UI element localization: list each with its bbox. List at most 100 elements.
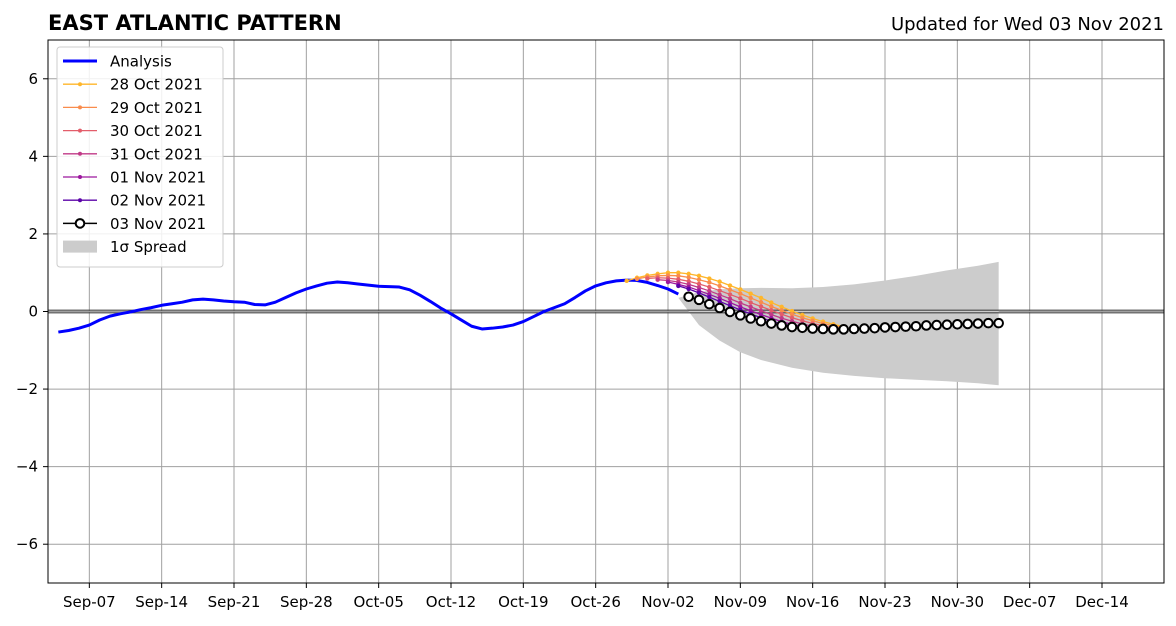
y-tick-label: −6 <box>16 535 38 553</box>
spread-band <box>678 261 999 386</box>
forecast-point <box>807 323 818 334</box>
forecast-point <box>707 294 712 300</box>
legend-item: 03 Nov 2021 <box>63 215 206 233</box>
forecast-point <box>848 323 860 335</box>
forecast-point <box>758 295 764 301</box>
forecast-point <box>696 290 702 296</box>
legend-label: 29 Oct 2021 <box>110 99 203 117</box>
spread-layer <box>678 261 999 386</box>
forecast-point <box>748 295 753 301</box>
legend-item: 02 Nov 2021 <box>63 192 206 210</box>
forecast-series <box>683 291 1004 335</box>
forecast-point <box>921 320 932 331</box>
x-tick-label: Oct-26 <box>570 593 620 611</box>
x-tick-label: Nov-23 <box>858 593 911 611</box>
forecast-point <box>727 296 733 301</box>
legend-label: 1σ Spread <box>110 238 187 256</box>
forecast-point <box>707 276 712 281</box>
x-tick-label: Sep-07 <box>63 593 116 611</box>
x-tick-label: Nov-02 <box>641 593 694 611</box>
forecast-line <box>626 272 844 328</box>
x-tick-label: Dec-07 <box>1003 593 1057 611</box>
forecast-point <box>624 278 629 284</box>
legend: Analysis 28 Oct 2021 29 Oct 2021 30 Oct 202… <box>56 46 224 268</box>
forecast-point <box>676 283 681 289</box>
y-tick-label: 4 <box>28 147 38 165</box>
legend-item: 29 Oct 2021 <box>63 99 203 117</box>
forecast-point <box>869 322 880 334</box>
x-tick-label: Oct-05 <box>353 593 403 611</box>
y-tick-label: 6 <box>28 70 38 88</box>
x-tick-label: Oct-12 <box>426 593 476 611</box>
forecast-point <box>769 300 774 305</box>
legend-label: Analysis <box>110 53 172 71</box>
forecast-point <box>704 298 715 310</box>
forecast-point <box>758 299 764 305</box>
y-tick-label: −2 <box>16 380 38 398</box>
forecast-point <box>707 284 712 290</box>
forecast-point <box>755 315 767 327</box>
forecast-point <box>758 308 764 313</box>
legend-marker-swatch <box>78 198 82 203</box>
forecast-point <box>645 276 650 281</box>
zero-line-layer <box>48 309 1164 314</box>
legend-label: 28 Oct 2021 <box>110 76 203 94</box>
legend-item: 30 Oct 2021 <box>63 122 203 140</box>
forecast-point <box>738 287 743 292</box>
x-tick-label: Nov-16 <box>786 593 839 611</box>
forecast-point <box>900 321 911 332</box>
chart-title: EAST ATLANTIC PATTERN <box>48 11 342 35</box>
forecast-point <box>838 324 849 335</box>
forecast-point <box>748 300 753 305</box>
forecast-point <box>727 287 733 292</box>
forecast-point <box>859 323 870 334</box>
legend-marker-swatch <box>78 105 82 110</box>
x-tick-label: Sep-28 <box>280 593 333 611</box>
forecast-point <box>745 313 756 324</box>
legend-item: Analysis <box>63 53 172 71</box>
y-tick-label: −4 <box>16 458 38 476</box>
forecast-point <box>758 304 764 309</box>
forecast-point <box>727 292 733 297</box>
forecast-point <box>779 308 784 313</box>
forecast-point <box>707 280 712 285</box>
forecast-point <box>686 275 691 280</box>
forecast-point <box>769 308 774 313</box>
forecast-point <box>717 283 722 289</box>
legend-label: 01 Nov 2021 <box>110 169 206 187</box>
legend-marker-swatch <box>74 218 86 229</box>
legend-item: 31 Oct 2021 <box>63 145 203 163</box>
series-layer <box>58 270 1004 335</box>
forecast-point <box>962 318 973 330</box>
x-tick-label: Sep-14 <box>135 593 188 611</box>
y-tick-label: 2 <box>28 225 38 243</box>
forecast-point <box>972 318 984 329</box>
legend-marker-swatch <box>78 128 82 133</box>
forecast-point <box>748 291 753 296</box>
forecast-point <box>941 319 953 330</box>
forecast-point <box>655 277 660 282</box>
forecast-point <box>634 276 640 282</box>
forecast-point <box>993 317 1004 329</box>
legend-item: 01 Nov 2021 <box>63 169 206 187</box>
forecast-point <box>683 291 694 303</box>
x-tick-label: Dec-14 <box>1075 593 1129 611</box>
forecast-point <box>735 310 746 321</box>
forecast-point <box>696 277 702 282</box>
analysis-line <box>58 278 679 334</box>
x-tick-label: Oct-19 <box>498 593 548 611</box>
forecast-point <box>727 283 733 288</box>
forecast-point <box>879 322 891 333</box>
forecast-point <box>717 288 722 293</box>
forecast-point <box>738 291 743 296</box>
forecast-point <box>779 312 784 317</box>
forecast-point <box>738 296 743 301</box>
forecast-point <box>910 320 922 332</box>
forecast-point <box>665 279 671 285</box>
forecast-point <box>952 318 963 330</box>
forecast-point <box>797 322 808 334</box>
x-tick-label: Sep-21 <box>208 593 261 611</box>
legend-marker-swatch <box>78 82 82 87</box>
ticks-layer: Sep-07 Sep-14 Sep-21 Sep-28 Oct-05 Oct-12 Oct-… <box>16 70 1129 611</box>
